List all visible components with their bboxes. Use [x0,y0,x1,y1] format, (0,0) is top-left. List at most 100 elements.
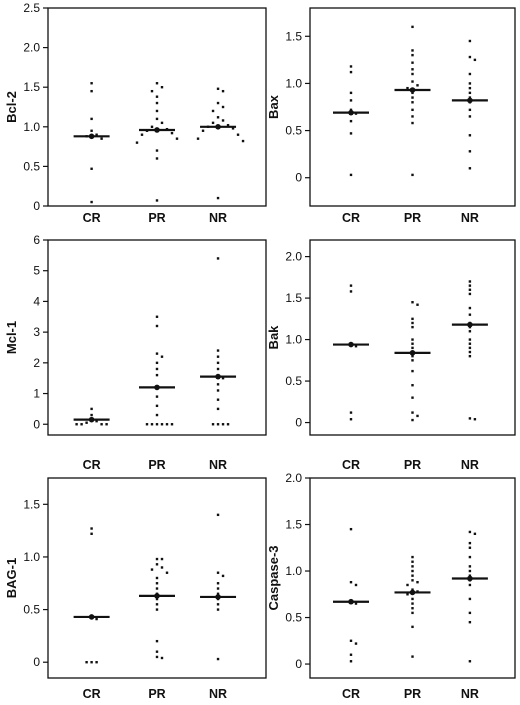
data-point [216,361,220,365]
data-point [140,133,144,136]
y-tick-label: 2.0 [285,250,302,264]
y-tick-label: 1 [33,387,40,401]
data-point [416,303,419,306]
data-point [80,423,83,426]
data-point [411,173,414,177]
data-point [216,196,220,200]
data-point [468,284,472,287]
data-point [236,133,240,136]
data-point [349,527,353,531]
data-point [468,96,472,99]
x-category-label: NR [461,211,479,225]
x-category-label: PR [404,687,421,701]
data-point [216,398,220,401]
data-point [155,423,159,426]
data-point [155,639,159,643]
data-point [349,119,353,123]
data-point [468,39,472,43]
data-point [216,407,220,411]
y-axis-title: Bax [266,94,281,119]
x-category-label: NR [461,687,479,701]
data-point [406,593,409,596]
data-point [411,325,414,329]
data-point [349,418,353,421]
x-category-label: CR [342,211,360,225]
data-point [241,139,245,143]
data-point [349,108,353,112]
data-point [411,354,414,358]
data-point [196,137,200,140]
data-point [473,532,477,536]
data-point [411,25,414,29]
data-point [468,91,472,95]
data-point [468,86,472,90]
data-point [155,352,159,355]
data-point [411,625,414,629]
data-point [468,134,472,137]
data-point [411,418,414,422]
data-point [411,68,414,71]
data-point [473,418,477,421]
y-axis-title: BAG-1 [4,558,19,598]
median-point [154,384,160,391]
data-point [216,257,220,260]
data-point [411,346,414,350]
data-point [468,530,472,534]
data-point [411,101,414,104]
y-tick-label: 1.0 [285,76,302,90]
data-point [411,115,414,118]
y-tick-label: 1.5 [285,291,302,305]
data-point [416,414,419,418]
data-point [411,555,414,559]
data-point [406,583,409,587]
median-point [88,133,95,140]
data-point [155,413,159,417]
data-point [468,55,472,59]
data-point [406,86,409,90]
data-point [90,413,93,417]
data-point [211,109,215,113]
data-point [75,423,78,426]
data-point [411,655,414,658]
data-point [105,423,108,426]
data-point [468,546,472,549]
data-point [231,127,235,130]
data-point [349,99,353,102]
data-point [468,583,472,587]
data-point [95,133,98,136]
median-point [467,97,473,104]
data-point [411,597,414,601]
data-point [411,579,414,582]
y-tick-label: 1.5 [23,80,40,94]
data-point [150,89,154,93]
data-point [411,560,414,563]
data-point [411,607,414,610]
data-point [216,101,220,105]
data-point [170,131,174,135]
data-point [411,108,414,112]
data-point [468,620,472,624]
data-point [221,105,225,109]
data-point [155,117,159,121]
data-point [155,361,159,365]
x-category-label: CR [83,687,101,701]
x-category-label: PR [148,211,165,225]
chart-panel-6: 0 0.5 1.0 1.5 2.0 Caspase-3 CR PR NR [266,471,516,701]
data-point [468,72,472,76]
data-point [411,317,414,321]
y-tick-label: 0 [33,417,40,431]
data-point [100,423,103,426]
data-point [216,383,220,386]
data-point [170,423,174,426]
data-point [354,642,358,645]
data-point [216,116,220,119]
y-tick-label: 0 [295,657,302,671]
median-point [348,109,354,116]
y-tick-label: 0.5 [285,374,302,388]
data-point [349,132,353,135]
data-point [90,129,93,132]
data-point [411,301,414,304]
y-tick-label: 5 [33,264,40,278]
data-point [95,419,98,423]
data-point [201,129,205,132]
